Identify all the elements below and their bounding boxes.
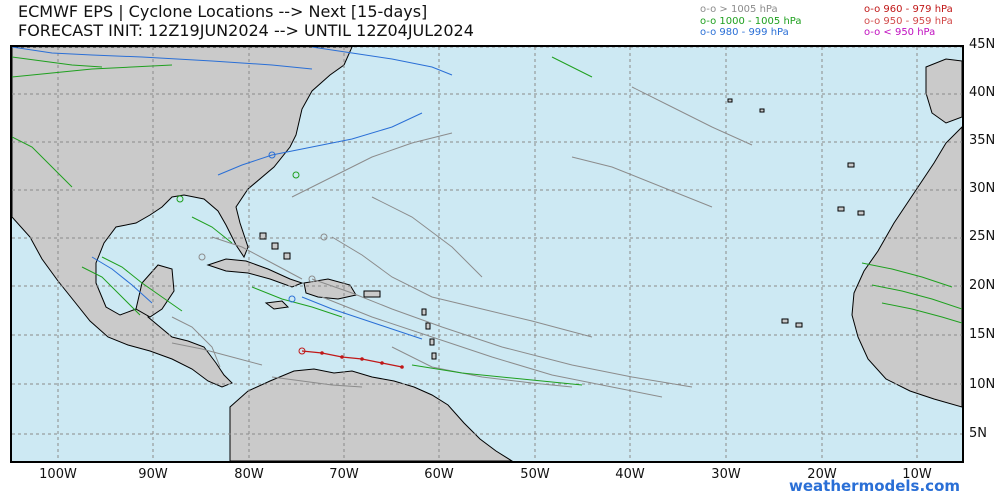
lat-label-40n: 40N <box>969 85 996 100</box>
land-cuba <box>206 258 304 288</box>
lat-label-25n: 25N <box>969 229 996 244</box>
title-line-1: ECMWF EPS | Cyclone Locations --> Next [… <box>18 2 428 21</box>
pressure-legend-right: o-o 960 - 979 hPa o-o 950 - 959 hPa o-o … <box>864 4 953 39</box>
land-bahamas <box>259 232 291 260</box>
legend-item-960-979: o-o 960 - 979 hPa <box>864 4 953 15</box>
legend-item-gt1005: o-o > 1005 hPa <box>700 4 778 15</box>
lat-label-20n: 20N <box>969 278 996 293</box>
land-africa <box>851 126 962 408</box>
lon-label-20w: 20W <box>807 467 837 482</box>
cyclone-track-map <box>10 45 964 463</box>
lon-label-30w: 30W <box>711 467 741 482</box>
lon-label-100w: 100W <box>39 467 77 482</box>
title-line-2: FORECAST INIT: 12Z19JUN2024 --> UNTIL 12… <box>18 21 474 40</box>
land-puerto-rico <box>363 290 381 298</box>
land-iberia <box>925 58 962 124</box>
legend-item-980-999: o-o 980 - 999 hPa <box>700 27 789 38</box>
lon-label-10w: 10W <box>902 467 932 482</box>
lat-label-10n: 10N <box>969 377 996 392</box>
legend-item-1000-1005: o-o 1000 - 1005 hPa <box>700 15 802 27</box>
map-canvas <box>12 47 962 461</box>
land-yucatan <box>135 264 175 318</box>
lon-label-90w: 90W <box>138 467 168 482</box>
tracks-moderate <box>12 56 962 386</box>
lon-label-80w: 80W <box>234 467 264 482</box>
land-atlantic-islands <box>727 98 865 328</box>
land-jamaica <box>264 300 290 310</box>
lon-label-60w: 60W <box>424 467 454 482</box>
pressure-legend-left: o-o > 1005 hPa o-o 1000 - 1005 hPa o-o 9… <box>700 4 801 39</box>
source-credit-link[interactable]: weathermodels.com <box>789 477 961 495</box>
tracks-weak <box>171 86 753 398</box>
lat-label-15n: 15N <box>969 327 996 342</box>
lat-label-30n: 30N <box>969 181 996 196</box>
land-north-america <box>12 47 353 388</box>
track-intense <box>298 347 404 369</box>
lat-label-45n: 45N <box>969 37 996 52</box>
track-start-markers <box>176 151 328 303</box>
land-hispaniola <box>303 278 357 300</box>
lon-label-50w: 50W <box>520 467 550 482</box>
lat-label-5n: 5N <box>969 426 987 441</box>
land-south-america <box>229 368 513 461</box>
chart-title: ECMWF EPS | Cyclone Locations --> Next [… <box>18 2 474 40</box>
tracks-strong <box>12 47 453 340</box>
land-lesser-antilles <box>421 308 437 360</box>
lon-label-70w: 70W <box>329 467 359 482</box>
legend-item-lt950: o-o < 950 hPa <box>864 27 936 38</box>
lon-label-40w: 40W <box>615 467 645 482</box>
legend-item-950-959: o-o 950 - 959 hPa <box>864 15 953 27</box>
lat-label-35n: 35N <box>969 133 996 148</box>
graticule <box>12 47 962 461</box>
